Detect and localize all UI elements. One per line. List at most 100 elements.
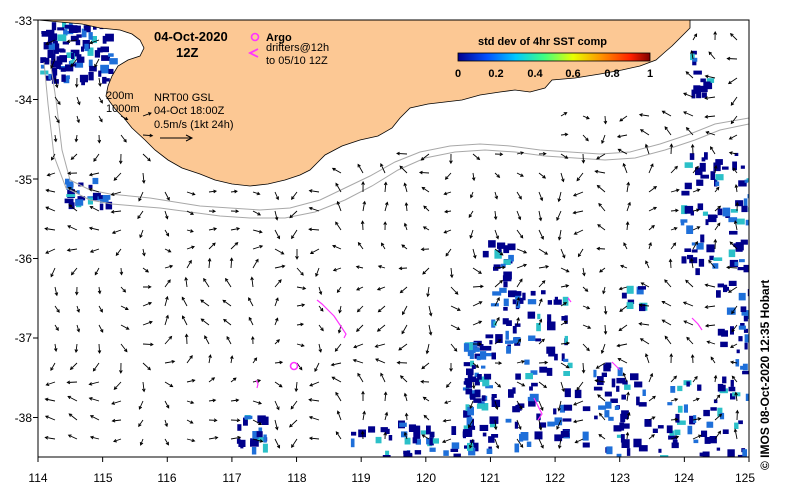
sst-patch bbox=[483, 345, 492, 351]
sst-patch bbox=[738, 336, 743, 342]
current-vector-arrow bbox=[670, 165, 678, 174]
sst-patch bbox=[506, 320, 512, 326]
current-vector-arrow bbox=[582, 115, 590, 120]
sst-patch bbox=[681, 190, 690, 196]
sst-patch bbox=[76, 190, 80, 194]
current-vector-arrow bbox=[626, 411, 631, 421]
current-vector-arrow bbox=[308, 398, 320, 402]
sst-patch bbox=[263, 434, 267, 443]
sst-patch bbox=[91, 36, 97, 44]
current-vector-arrow bbox=[516, 400, 523, 410]
sst-patch bbox=[71, 53, 75, 59]
sst-patch bbox=[725, 286, 729, 291]
current-vector-arrow bbox=[98, 305, 103, 313]
sst-patch bbox=[614, 405, 620, 410]
current-vector-arrow bbox=[516, 360, 526, 364]
current-vector-arrow bbox=[581, 362, 586, 374]
sst-patch bbox=[429, 437, 434, 446]
current-vector-arrow bbox=[111, 400, 122, 405]
current-vector-arrow bbox=[54, 286, 59, 297]
current-vector-arrow bbox=[661, 110, 672, 117]
current-vector-arrow bbox=[67, 186, 78, 193]
x-tick-label: 125 bbox=[735, 471, 755, 485]
sst-patch bbox=[684, 248, 691, 252]
sst-patch bbox=[474, 389, 481, 398]
current-vector-arrow bbox=[444, 209, 452, 214]
sst-patch bbox=[429, 447, 436, 452]
sst-patch bbox=[87, 197, 93, 205]
isobath-200m-label: 200m bbox=[106, 90, 134, 102]
current-vector-arrow bbox=[184, 333, 189, 345]
sst-patch bbox=[503, 298, 509, 307]
sst-patch bbox=[562, 418, 572, 422]
current-vector-arrow bbox=[449, 363, 453, 372]
current-vector-arrow bbox=[670, 435, 680, 440]
current-vector-arrow bbox=[296, 286, 307, 291]
sst-patch bbox=[613, 425, 622, 432]
sst-patch bbox=[100, 199, 104, 203]
current-vector-arrow bbox=[713, 164, 718, 174]
current-vector-arrow bbox=[181, 296, 188, 307]
current-vector-arrow bbox=[729, 343, 738, 348]
current-vector-arrow bbox=[336, 286, 342, 294]
current-vector-arrow bbox=[308, 227, 320, 232]
sst-patch bbox=[465, 386, 470, 391]
current-vector-arrow bbox=[494, 438, 500, 450]
sst-patch bbox=[741, 310, 749, 316]
sst-patch bbox=[553, 299, 562, 305]
sst-patch bbox=[710, 171, 716, 180]
current-vector-arrow bbox=[648, 186, 658, 193]
sst-patch bbox=[477, 374, 482, 380]
current-vector-arrow bbox=[664, 126, 672, 136]
sst-patch bbox=[652, 428, 658, 433]
sst-patch bbox=[491, 394, 497, 398]
current-vector-arrow bbox=[560, 172, 565, 183]
current-vector-arrow bbox=[184, 276, 188, 288]
sst-patch bbox=[252, 431, 259, 440]
current-vector-arrow bbox=[468, 419, 474, 429]
current-vector-arrow bbox=[692, 226, 701, 231]
sst-patch bbox=[740, 323, 745, 329]
current-vector-arrow bbox=[120, 286, 127, 293]
current-vector-arrow bbox=[692, 240, 699, 250]
sst-patch bbox=[258, 427, 263, 433]
sst-patch bbox=[530, 290, 536, 296]
sst-patch bbox=[482, 379, 490, 387]
velocity-scale-arrow bbox=[160, 134, 194, 142]
sst-patch bbox=[546, 367, 553, 376]
current-vector-arrow bbox=[692, 165, 699, 174]
current-vector-arrow bbox=[690, 257, 694, 269]
current-vector-arrow bbox=[207, 257, 212, 269]
drifter-track bbox=[567, 297, 572, 303]
drifter-legend-line1: drifters@12h bbox=[266, 42, 329, 54]
current-vector-arrow bbox=[403, 222, 408, 231]
sst-patch bbox=[474, 372, 479, 378]
sst-patch bbox=[476, 403, 485, 409]
sst-patch bbox=[636, 286, 644, 295]
sst-patch bbox=[713, 257, 723, 261]
current-vector-arrow bbox=[357, 241, 364, 250]
current-vector-arrow bbox=[516, 263, 528, 269]
current-vector-arrow bbox=[142, 301, 153, 307]
current-vector-arrow bbox=[620, 264, 628, 269]
sst-patch bbox=[502, 275, 512, 282]
sst-patch bbox=[702, 451, 710, 457]
current-vector-arrow bbox=[661, 319, 672, 326]
sst-patch bbox=[404, 437, 411, 445]
current-vector-arrow bbox=[181, 315, 188, 326]
sst-patch bbox=[547, 321, 556, 331]
sst-patch bbox=[94, 50, 101, 58]
current-vector-arrow bbox=[670, 188, 680, 193]
current-vector-arrow bbox=[560, 267, 570, 273]
y-axis: -33 -34 -35 -36 -37 -38 bbox=[15, 14, 33, 425]
sst-patch bbox=[726, 307, 736, 315]
current-vector-arrow bbox=[494, 172, 501, 178]
current-vector-arrow bbox=[50, 267, 56, 278]
current-vector-arrow bbox=[111, 229, 122, 234]
current-vector-arrow bbox=[450, 343, 458, 352]
sst-patch bbox=[414, 430, 421, 439]
current-vector-arrow bbox=[706, 340, 716, 345]
current-vector-arrow bbox=[603, 115, 608, 125]
sst-patch bbox=[503, 245, 510, 254]
current-vector-arrow bbox=[560, 320, 568, 326]
